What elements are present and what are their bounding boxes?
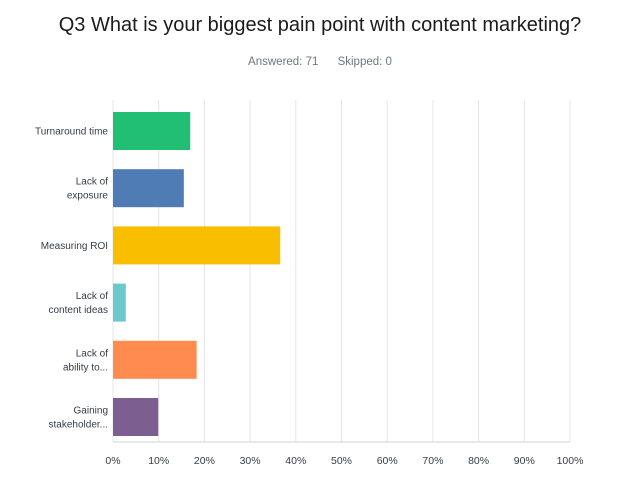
- category-label-1-0: Lack of: [76, 177, 108, 188]
- category-label-4-1: ability to...: [63, 362, 108, 373]
- category-label-4-0: Lack of: [76, 348, 108, 359]
- category-label-1-1: exposure: [67, 191, 109, 202]
- x-tick-label-100: 100%: [557, 455, 584, 467]
- x-tick-label-30: 30%: [240, 455, 261, 467]
- category-label-3-0: Lack of: [76, 291, 108, 302]
- bar-1: [113, 169, 184, 208]
- x-tick-label-0: 0%: [105, 455, 120, 467]
- x-tick-label-50: 50%: [331, 455, 352, 467]
- category-label-2-0: Measuring ROI: [41, 241, 108, 252]
- category-label-3-1: content ideas: [49, 305, 109, 316]
- x-tick-label-40: 40%: [285, 455, 306, 467]
- bar-5: [113, 398, 159, 436]
- x-tick-label-20: 20%: [194, 455, 215, 467]
- category-label-5-1: stakeholder...: [49, 420, 108, 431]
- x-tick-label-60: 60%: [377, 455, 398, 467]
- x-tick-label-10: 10%: [148, 455, 169, 467]
- category-label-0-0: Turnaround time: [35, 127, 108, 138]
- question-title: Q3 What is your biggest pain point with …: [58, 14, 582, 36]
- x-tick-label-80: 80%: [468, 455, 489, 467]
- bar-2: [113, 226, 281, 265]
- x-tick-label-90: 90%: [514, 455, 535, 467]
- x-tick-label-70: 70%: [422, 455, 443, 467]
- bar-0: [113, 112, 191, 150]
- bar-3: [113, 283, 126, 322]
- bar-4: [113, 340, 197, 379]
- category-label-5-0: Gaining: [74, 406, 108, 417]
- answered-count: Answered: 71: [248, 56, 319, 68]
- response-stats: Answered: 71 Skipped: 0: [0, 56, 640, 68]
- skipped-count: Skipped: 0: [337, 56, 392, 68]
